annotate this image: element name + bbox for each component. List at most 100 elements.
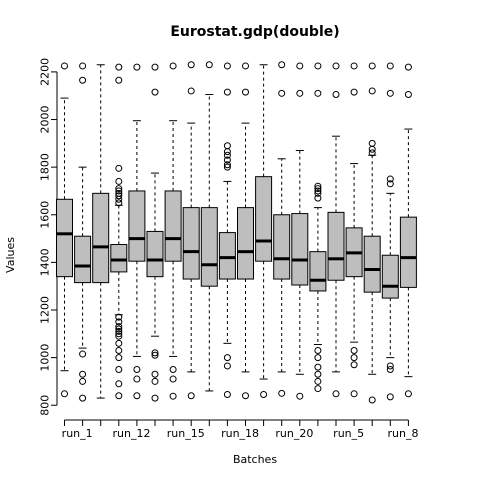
outlier-point bbox=[115, 380, 123, 388]
y-tick-label: 2000 bbox=[39, 106, 52, 134]
outlier-point bbox=[151, 394, 159, 402]
outlier-point bbox=[242, 62, 249, 70]
y-tick-label: 800 bbox=[39, 395, 52, 416]
outlier-point bbox=[115, 354, 123, 362]
box-group bbox=[56, 62, 73, 398]
outlier-point bbox=[242, 88, 249, 96]
outlier-point bbox=[350, 62, 358, 70]
outlier-point bbox=[151, 351, 159, 359]
box-group bbox=[381, 62, 399, 401]
outlier-point bbox=[133, 375, 141, 383]
outlier-point bbox=[115, 313, 123, 321]
outlier-point bbox=[151, 349, 159, 357]
outlier-point bbox=[314, 346, 322, 354]
box-group bbox=[363, 62, 381, 404]
outlier-point bbox=[115, 318, 123, 326]
box-group bbox=[255, 64, 273, 399]
box-group bbox=[146, 63, 164, 402]
outlier-point bbox=[115, 63, 123, 71]
box-group bbox=[218, 62, 236, 399]
outlier-point bbox=[332, 390, 340, 398]
outlier-point bbox=[314, 182, 322, 190]
outlier-point bbox=[404, 91, 412, 99]
outlier-point bbox=[169, 366, 177, 374]
outlier-point bbox=[314, 189, 322, 197]
outlier-point bbox=[115, 330, 123, 338]
outlier-point bbox=[187, 392, 195, 400]
outlier-point bbox=[115, 323, 123, 331]
box-group bbox=[182, 61, 200, 400]
outlier-point bbox=[115, 189, 123, 197]
outlier-point bbox=[169, 375, 177, 383]
outlier-point bbox=[404, 63, 412, 71]
outlier-point bbox=[223, 148, 231, 156]
box-group bbox=[327, 62, 345, 398]
outlier-point bbox=[115, 366, 123, 374]
box-iqr bbox=[92, 192, 110, 284]
outlier-point bbox=[296, 392, 304, 400]
y-tick-label: 1400 bbox=[39, 248, 52, 276]
outlier-point bbox=[314, 385, 322, 393]
outlier-point bbox=[223, 151, 231, 159]
box-group bbox=[92, 64, 110, 399]
outlier-point bbox=[314, 89, 322, 97]
outlier-point bbox=[115, 339, 123, 347]
box-iqr bbox=[110, 244, 128, 273]
outlier-point bbox=[404, 390, 412, 398]
outlier-point bbox=[79, 394, 87, 402]
outlier-point bbox=[368, 145, 376, 153]
x-tick-label: run_8 bbox=[387, 427, 418, 440]
box-iqr bbox=[200, 207, 218, 287]
outlier-point bbox=[115, 199, 123, 207]
box-iqr bbox=[381, 254, 399, 299]
outlier-point bbox=[61, 390, 68, 398]
box-iqr bbox=[255, 176, 273, 262]
outlier-point bbox=[314, 185, 322, 193]
box-iqr bbox=[164, 190, 182, 262]
outlier-point bbox=[386, 393, 394, 401]
outlier-point bbox=[115, 346, 123, 354]
plot-area: 800 1000 1200 1400 1600 1800 2000 2200 run_1 run_… bbox=[39, 58, 419, 440]
outlier-point bbox=[223, 62, 231, 70]
outlier-point bbox=[223, 142, 231, 150]
outlier-point bbox=[314, 194, 322, 202]
outlier-point bbox=[223, 156, 231, 164]
box-group bbox=[128, 63, 146, 400]
box-group bbox=[291, 62, 309, 400]
outlier-point bbox=[314, 62, 322, 70]
box-iqr bbox=[399, 216, 417, 288]
outlier-point bbox=[368, 149, 376, 157]
x-tick-label: run_15 bbox=[167, 427, 205, 440]
box-iqr bbox=[291, 213, 309, 286]
outlier-point bbox=[151, 63, 159, 71]
outlier-point bbox=[386, 180, 394, 188]
x-axis-label: Batches bbox=[233, 453, 277, 466]
outlier-point bbox=[223, 391, 231, 399]
outlier-point bbox=[350, 346, 358, 354]
outlier-point bbox=[115, 76, 123, 84]
box-iqr bbox=[74, 235, 92, 284]
outlier-point bbox=[386, 175, 394, 183]
outlier-point bbox=[133, 392, 141, 400]
y-tick-label: 1600 bbox=[39, 201, 52, 229]
y-tick-label: 2200 bbox=[39, 58, 52, 86]
x-tick-label: run_12 bbox=[112, 427, 150, 440]
outlier-point bbox=[242, 392, 249, 400]
outlier-point bbox=[386, 362, 394, 370]
outlier-point bbox=[314, 354, 322, 362]
outlier-point bbox=[187, 87, 195, 95]
box-group bbox=[309, 62, 327, 393]
outlier-point bbox=[386, 366, 394, 374]
outlier-point bbox=[296, 62, 304, 70]
outlier-point bbox=[314, 377, 322, 385]
box-iqr bbox=[309, 251, 327, 292]
outlier-point bbox=[205, 61, 213, 69]
outlier-point bbox=[332, 91, 340, 99]
box-iqr bbox=[146, 230, 164, 278]
outlier-point bbox=[169, 62, 177, 70]
outlier-point bbox=[79, 350, 87, 358]
outlier-point bbox=[278, 61, 286, 69]
y-tick-label: 1000 bbox=[39, 344, 52, 372]
outlier-point bbox=[79, 370, 87, 378]
y-tick-label: 1800 bbox=[39, 153, 52, 181]
